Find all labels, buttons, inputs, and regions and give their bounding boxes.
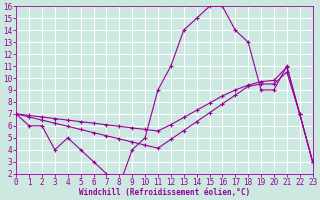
X-axis label: Windchill (Refroidissement éolien,°C): Windchill (Refroidissement éolien,°C) [79,188,250,197]
